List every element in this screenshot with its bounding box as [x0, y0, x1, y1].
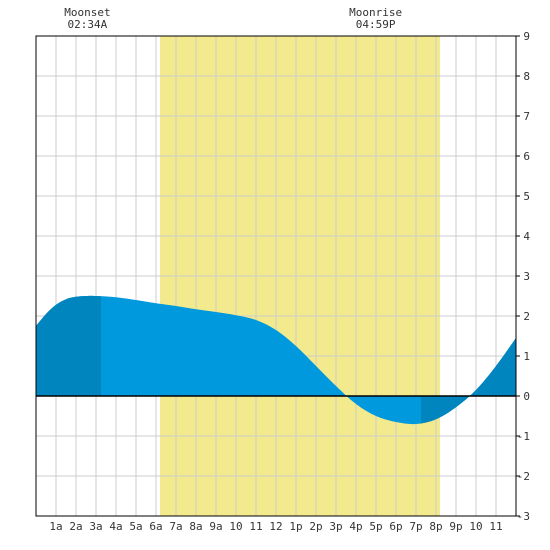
x-tick-label: 9p — [449, 520, 462, 533]
x-tick-label: 6a — [149, 520, 162, 533]
x-tick-label: 3p — [329, 520, 342, 533]
moon-event-label: Moonrise — [349, 6, 402, 19]
x-tick-label: 5p — [369, 520, 382, 533]
x-tick-label: 5a — [129, 520, 142, 533]
y-tick-label: 7 — [523, 110, 530, 123]
axis-layer — [35, 35, 520, 517]
x-tick-label: 8a — [189, 520, 202, 533]
tide-area-dark-early — [36, 295, 101, 396]
x-tick-label: 9a — [209, 520, 222, 533]
x-tick-label: 2a — [69, 520, 82, 533]
tide-layer — [36, 295, 516, 425]
x-tick-label: 11 — [249, 520, 262, 533]
y-tick-label: 9 — [523, 30, 530, 43]
x-tick-label: 7p — [409, 520, 422, 533]
x-tick-label: 2p — [309, 520, 322, 533]
x-tick-label: 12 — [269, 520, 282, 533]
y-tick-label: 3 — [523, 270, 530, 283]
tide-area-dark-late — [421, 338, 516, 424]
tide-area — [36, 295, 516, 425]
y-tick-label: -1 — [517, 430, 530, 443]
x-tick-label: 3a — [89, 520, 102, 533]
x-tick-label: 6p — [389, 520, 402, 533]
y-tick-label: -3 — [517, 510, 530, 523]
moon-event-time: 02:34A — [68, 18, 108, 31]
x-tick-label: 1a — [49, 520, 62, 533]
y-tick-label: 8 — [523, 70, 530, 83]
x-tick-label: 10 — [229, 520, 242, 533]
x-tick-label: 11 — [489, 520, 502, 533]
x-tick-label: 1p — [289, 520, 302, 533]
y-tick-label: 4 — [523, 230, 530, 243]
y-tick-label: 6 — [523, 150, 530, 163]
x-tick-label: 8p — [429, 520, 442, 533]
y-tick-label: -2 — [517, 470, 530, 483]
x-tick-label: 4p — [349, 520, 362, 533]
y-tick-label: 5 — [523, 190, 530, 203]
moon-event-label: Moonset — [64, 6, 110, 19]
y-tick-label: 0 — [523, 390, 530, 403]
y-tick-label: 1 — [523, 350, 530, 363]
x-tick-label: 10 — [469, 520, 482, 533]
y-tick-label: 2 — [523, 310, 530, 323]
moon-event-time: 04:59P — [356, 18, 396, 31]
x-tick-label: 7a — [169, 520, 182, 533]
x-tick-label: 4a — [109, 520, 122, 533]
grid-layer — [36, 36, 516, 516]
